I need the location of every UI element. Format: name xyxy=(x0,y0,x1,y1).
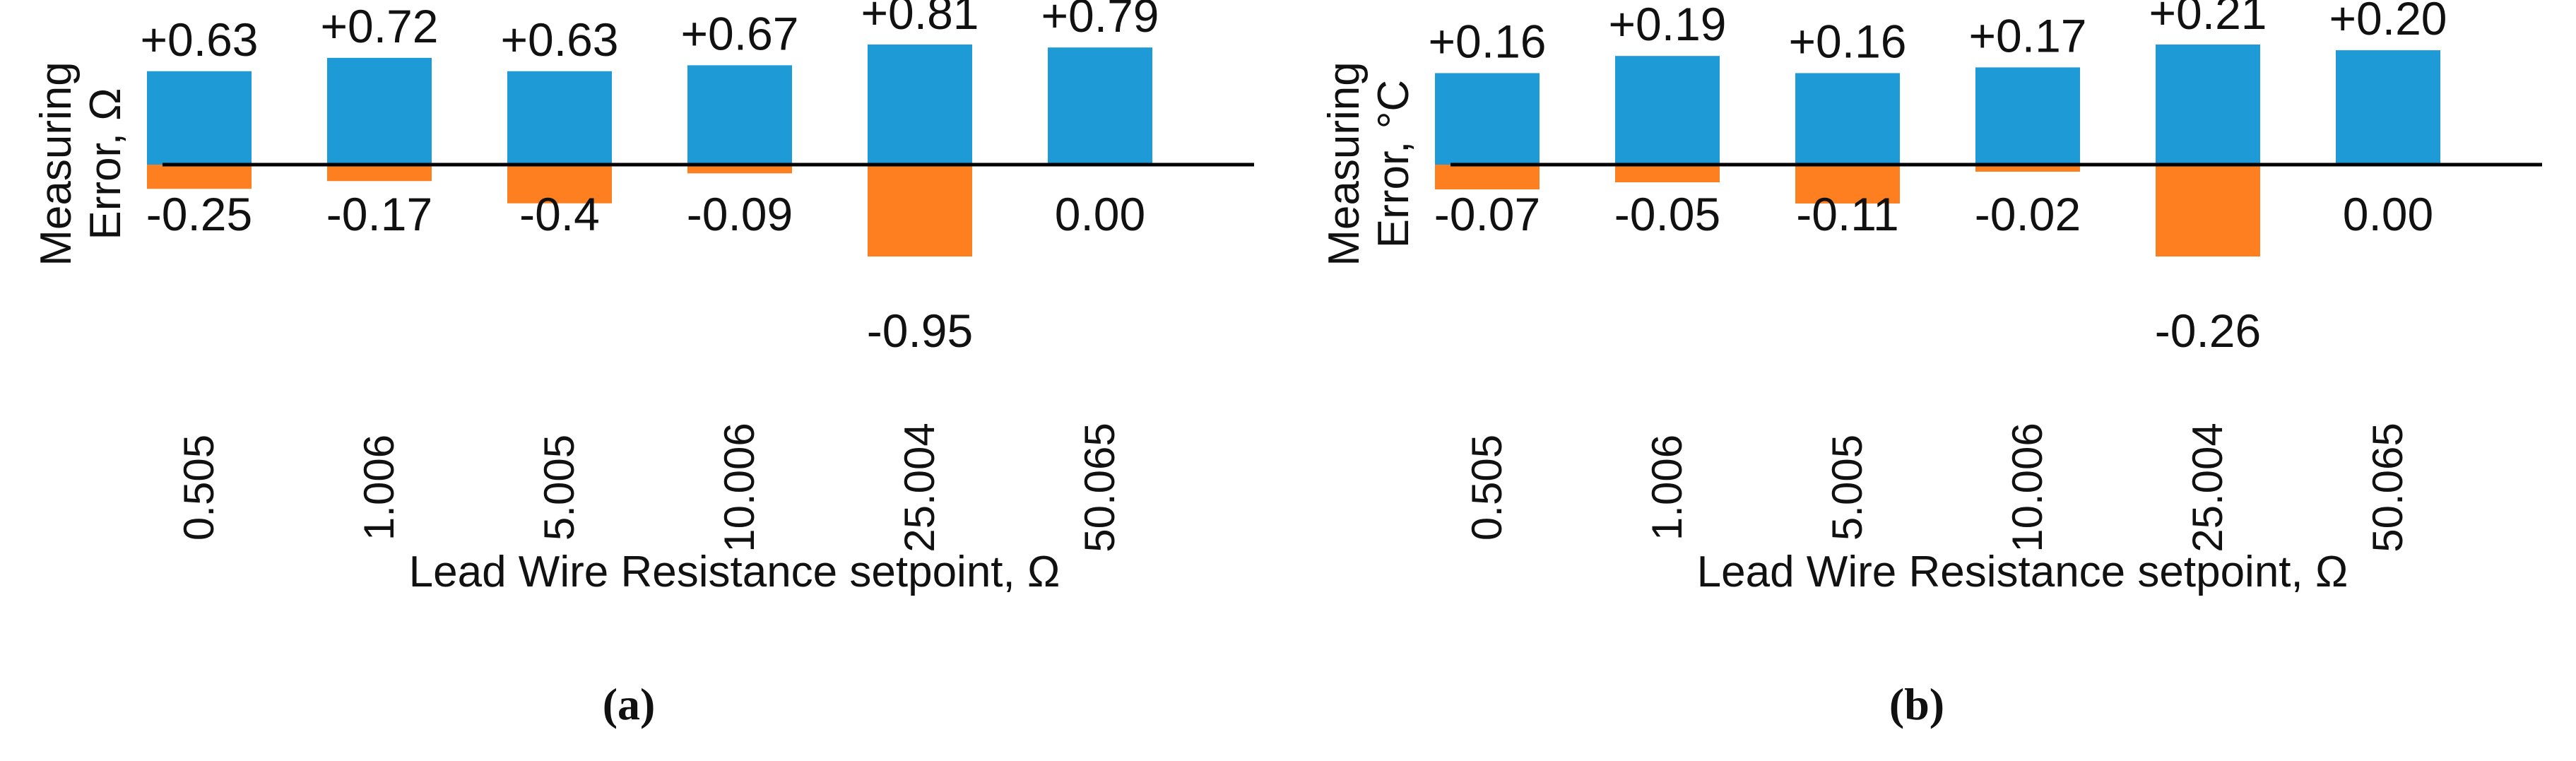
bar-positive-50.065 xyxy=(2336,50,2440,165)
bar-negative-25.004 xyxy=(2156,165,2260,256)
data-label-positive: +0.21 xyxy=(2149,0,2267,39)
panel-label: (b) xyxy=(1889,679,1944,729)
data-label-negative: -0.09 xyxy=(687,188,793,240)
bar-negative-0.505 xyxy=(1435,165,1540,189)
bar-negative-25.004 xyxy=(868,165,972,256)
x-tick-label: 25.004 xyxy=(896,423,943,553)
bar-positive-0.505 xyxy=(1435,73,1540,165)
x-tick-label: 5.005 xyxy=(1824,435,1871,541)
bar-negative-1.006 xyxy=(1615,165,1720,182)
data-label-positive: +0.63 xyxy=(501,13,619,66)
y-axis-title-line-1: Measuring xyxy=(32,61,81,266)
bar-positive-1.006 xyxy=(327,57,432,165)
bar-positive-5.005 xyxy=(507,71,612,165)
bar-positive-25.004 xyxy=(2156,45,2260,165)
bar-positive-50.065 xyxy=(1048,47,1152,165)
y-axis-title-line-1: Measuring xyxy=(1320,61,1369,266)
data-label-negative: -0.4 xyxy=(519,188,600,240)
data-label-negative: -0.26 xyxy=(2155,305,2261,357)
data-label-positive: +0.79 xyxy=(1041,0,1159,42)
panel-label: (a) xyxy=(603,679,656,729)
data-label-negative: 0.00 xyxy=(1055,188,1145,240)
data-label-negative: -0.11 xyxy=(1796,188,1899,240)
bar-negative-5.005 xyxy=(507,165,612,203)
x-axis-title: Lead Wire Resistance setpoint, Ω xyxy=(409,548,1060,596)
x-tick-label: 25.004 xyxy=(2184,423,2231,553)
data-label-positive: +0.72 xyxy=(321,0,439,52)
y-axis-title-line-2: Error, Ω xyxy=(81,88,130,240)
data-label-positive: +0.63 xyxy=(141,13,259,66)
x-tick-label: 1.006 xyxy=(355,435,403,541)
bar-positive-10.006 xyxy=(1975,67,2080,165)
bar-negative-10.006 xyxy=(1975,165,2080,172)
chart-panel-b: +0.16 -0.07 0.505 +0.19 -0.05 1.006 +0.16 -0.11… xyxy=(1288,0,2576,761)
x-tick-label: 10.006 xyxy=(2004,423,2051,553)
data-label-positive: +0.67 xyxy=(681,7,799,59)
bar-positive-5.005 xyxy=(1795,73,1900,165)
data-label-positive: +0.16 xyxy=(1429,15,1547,67)
data-label-positive: +0.20 xyxy=(2329,0,2447,45)
data-label-positive: +0.81 xyxy=(861,0,979,39)
bar-positive-10.006 xyxy=(687,65,792,165)
y-axis-title-line-2: Error, °C xyxy=(1369,80,1418,248)
data-label-positive: +0.17 xyxy=(1969,9,2087,61)
x-tick-label: 0.505 xyxy=(1463,435,1511,541)
x-tick-label: 50.065 xyxy=(2364,423,2411,553)
data-label-negative: -0.17 xyxy=(326,188,432,240)
bar-positive-1.006 xyxy=(1615,56,1720,165)
chart-panel-a: +0.63 -0.25 0.505 +0.72 -0.17 1.006 +0.63 -0.4 5… xyxy=(32,0,1254,729)
chart-b-svg: +0.16 -0.07 0.505 +0.19 -0.05 1.006 +0.16 -0.11… xyxy=(1320,0,2542,729)
x-tick-label: 1.006 xyxy=(1643,435,1691,541)
bar-negative-5.005 xyxy=(1795,165,1900,203)
data-label-negative: -0.25 xyxy=(146,188,252,240)
bar-negative-0.505 xyxy=(147,165,252,189)
data-label-negative: -0.05 xyxy=(1614,188,1720,240)
data-label-negative: -0.07 xyxy=(1434,188,1540,240)
bar-negative-1.006 xyxy=(327,165,432,182)
bar-positive-25.004 xyxy=(868,45,972,165)
chart-a-svg: +0.63 -0.25 0.505 +0.72 -0.17 1.006 +0.63 -0.4 5… xyxy=(32,0,1254,729)
x-axis-title: Lead Wire Resistance setpoint, Ω xyxy=(1697,548,2348,596)
x-tick-label: 0.505 xyxy=(175,435,223,541)
data-label-negative: -0.95 xyxy=(867,305,973,357)
data-label-negative: -0.02 xyxy=(1975,188,2081,240)
x-tick-label: 5.005 xyxy=(536,435,583,541)
x-tick-label: 50.065 xyxy=(1076,423,1123,553)
bar-negative-10.006 xyxy=(687,165,792,174)
data-label-positive: +0.19 xyxy=(1609,0,1727,50)
data-label-negative: 0.00 xyxy=(2343,188,2433,240)
x-tick-label: 10.006 xyxy=(716,423,763,553)
data-label-positive: +0.16 xyxy=(1789,15,1907,67)
bar-positive-0.505 xyxy=(147,71,252,165)
